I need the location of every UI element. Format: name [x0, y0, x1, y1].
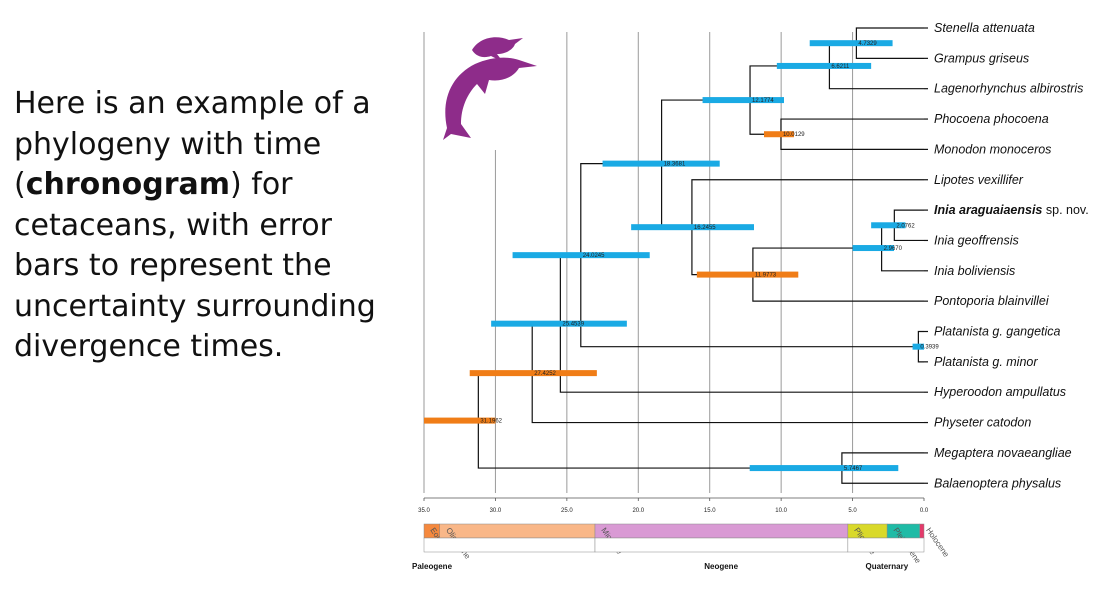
period-paleogene	[423, 537, 596, 553]
node-label-18.3681: 18.3681	[664, 162, 686, 168]
taxon-label-13: Physeter catodon	[934, 416, 1031, 430]
taxon-name: Lagenorhynchus albirostris	[934, 82, 1083, 96]
node-label-11.9773: 11.9773	[755, 273, 777, 279]
taxon-label-5: Lipotes vexillifer	[934, 173, 1024, 187]
node-label-27.4252: 27.4252	[534, 371, 556, 377]
intro-text-strong: chronogram	[25, 167, 231, 202]
taxon-labels: Stenella attenuata Grampus griseus Lagenor…	[934, 21, 1089, 490]
taxon-label-6: Inia araguaiaensis sp. nov.	[934, 203, 1089, 217]
intro-text-post: ) for cetaceans, with error bars to repr…	[14, 167, 376, 364]
error-bar-10.0129	[764, 131, 794, 138]
large-dolphin-icon	[443, 57, 537, 140]
taxon-label-8: Inia boliviensis	[934, 264, 1015, 278]
error-bar-11.9773	[696, 271, 799, 278]
branch-node-14	[477, 372, 842, 469]
axis-tick-label: 0.0	[920, 508, 929, 514]
taxon-label-9: Pontoporia blainvillei	[934, 294, 1050, 308]
taxon-name: Inia araguaiaensis	[934, 203, 1042, 217]
taxon-name: Balaenoptera physalus	[934, 476, 1061, 490]
error-bar-0.3939	[912, 343, 924, 350]
error-bar-6.6211	[776, 62, 872, 69]
intro-text-pre: Here is an example of a phylogeny with t…	[14, 86, 371, 202]
node-label-2.0762: 2.0762	[896, 223, 915, 229]
period-label-quaternary: Quaternary	[866, 562, 909, 571]
taxon-name: Inia boliviensis	[934, 264, 1015, 278]
error-bar-18.3681	[602, 160, 720, 167]
error-bar-24.0245	[512, 252, 650, 259]
node-label-10.0129: 10.0129	[783, 132, 805, 138]
taxon-name: Phocoena phocoena	[934, 112, 1049, 126]
epoch-holocene	[919, 523, 925, 539]
chronogram-chart: 4.7329 6.6211 10.0129 12.1774 2.0762 2.9670 11…	[412, 21, 1089, 571]
taxon-label-2: Lagenorhynchus albirostris	[934, 82, 1083, 96]
taxon-name: Lipotes vexillifer	[934, 173, 1024, 187]
taxon-name: Platanista g. gangetica	[934, 325, 1061, 339]
axis-tick-label: 10.0	[775, 508, 787, 514]
node-label-12.1774: 12.1774	[752, 98, 774, 104]
taxon-name: Inia geoffrensis	[934, 233, 1019, 247]
error-bar-25.4539	[491, 320, 627, 327]
dolphin-logo-icon	[443, 37, 537, 140]
taxon-name: Platanista g. minor	[934, 355, 1038, 369]
time-axis: 35.0 30.0 25.0 20.0 15.0 10.0 5.0 0.0	[418, 497, 929, 514]
taxon-label-7: Inia geoffrensis	[934, 233, 1019, 247]
taxon-label-12: Hyperoodon ampullatus	[934, 385, 1066, 399]
taxon-name: Pontoporia blainvillei	[934, 294, 1050, 308]
geologic-timescale: EoceneOligoceneMiocenePliocenePleistocen…	[412, 523, 951, 571]
axis-tick-label: 5.0	[848, 508, 857, 514]
error-bar-2.9670	[852, 245, 894, 252]
node-label-16.2455: 16.2455	[694, 225, 716, 231]
epoch-miocene	[594, 523, 849, 539]
node-label-24.0245: 24.0245	[583, 253, 605, 259]
error-bar-5.7467	[749, 465, 899, 472]
small-dolphin-icon	[472, 37, 523, 62]
taxon-name: Megaptera novaeangliae	[934, 446, 1072, 460]
node-label-4.7329: 4.7329	[858, 41, 877, 47]
node-label-31.1962: 31.1962	[480, 419, 502, 425]
node-label-6.6211: 6.6211	[831, 64, 850, 70]
error-bars	[424, 40, 924, 472]
axis-tick-label: 35.0	[418, 508, 430, 514]
taxon-name: Hyperoodon ampullatus	[934, 385, 1066, 399]
intro-text: Here is an example of a phylogeny with t…	[14, 84, 394, 368]
epoch-oligocene	[439, 523, 596, 539]
error-bar-2.0762	[871, 222, 906, 229]
taxon-name: Grampus griseus	[934, 51, 1029, 65]
period-label-paleogene: Paleogene	[412, 562, 453, 571]
error-bar-12.1774	[702, 97, 784, 104]
epoch-label-holocene: Holocene	[924, 526, 951, 559]
node-label-5.7467: 5.7467	[844, 466, 863, 472]
axis-tick-label: 20.0	[632, 508, 644, 514]
node-label-2.9670: 2.9670	[884, 246, 903, 252]
node-label-0.3939: 0.3939	[920, 345, 939, 351]
axis-tick-label: 15.0	[704, 508, 716, 514]
axis-tick-label: 30.0	[490, 508, 502, 514]
taxon-label-3: Phocoena phocoena	[934, 112, 1049, 126]
taxon-label-11: Platanista g. minor	[934, 355, 1038, 369]
axis-tick-label: 25.0	[561, 508, 573, 514]
node-label-25.4539: 25.4539	[562, 322, 584, 328]
taxon-label-14: Megaptera novaeangliae	[934, 446, 1072, 460]
taxon-label-15: Balaenoptera physalus	[934, 476, 1061, 490]
period-quaternary	[847, 537, 925, 553]
error-bar-31.1962	[424, 417, 496, 424]
error-bar-16.2455	[631, 224, 754, 231]
taxon-name: Stenella attenuata	[934, 21, 1035, 35]
node-age-labels: 4.7329 6.6211 10.0129 12.1774 2.0762 2.9670 11…	[480, 41, 939, 472]
error-bar-4.7329	[809, 40, 893, 47]
error-bar-27.4252	[469, 370, 597, 377]
taxon-name: Physeter catodon	[934, 416, 1031, 430]
period-neogene	[594, 537, 849, 553]
taxon-suffix: sp. nov.	[1042, 203, 1088, 217]
taxon-label-1: Grampus griseus	[934, 51, 1029, 65]
taxon-label-0: Stenella attenuata	[934, 21, 1035, 35]
taxon-name: Monodon monoceros	[934, 142, 1051, 156]
taxon-label-4: Monodon monoceros	[934, 142, 1051, 156]
taxon-label-10: Platanista g. gangetica	[934, 325, 1061, 339]
period-label-neogene: Neogene	[704, 562, 738, 571]
